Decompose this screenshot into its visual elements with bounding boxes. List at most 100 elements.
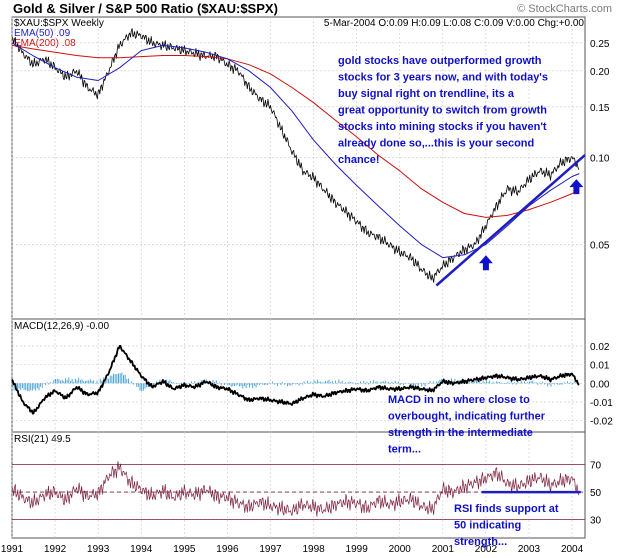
trendline [435,154,586,287]
macd-histogram-bar [118,373,119,384]
macd-histogram-bar [217,383,219,384]
macd-histogram-bar [328,379,330,384]
macd-histogram-bar [495,381,497,384]
macd-histogram-bar [192,383,194,384]
macd-histogram-bar [353,382,355,384]
macd-histogram-bar [227,383,229,386]
macd-histogram-bar [121,372,123,384]
macd-histogram-bar [482,380,484,384]
macd-histogram-bar [462,381,464,384]
macd-histogram-bar [540,383,542,385]
macd-histogram-bar [364,383,366,385]
macd-histogram-bar [154,383,156,386]
macd-histogram-bar [30,383,32,391]
ema50-line [11,42,580,259]
macd-histogram-bar [520,380,522,384]
macd-histogram-bar [543,383,545,385]
macd-histogram-bar [94,383,96,384]
macd-histogram-bar [538,382,540,384]
price-symbol-label: $XAU:$SPX Weekly [14,18,104,29]
macd-histogram-bar [287,383,288,387]
macd-histogram-bar [489,380,491,384]
macd-histogram-bar [517,381,519,384]
macd-histogram-bar [181,382,182,384]
macd-histogram-bar [570,382,572,384]
macd-histogram-bar [515,383,517,385]
macd-histogram-bar [225,382,227,384]
macd-histogram-bar [260,383,262,384]
macd-histogram-bar [379,382,381,384]
macd-histogram-bar [46,382,48,384]
macd-histogram-bar [93,380,95,384]
macd-histogram-bar [452,380,454,384]
macd-histogram-bar [109,375,111,384]
macd-histogram-bar [338,379,340,384]
macd-histogram-bar [247,383,249,385]
macd-histogram-bar [490,383,492,384]
macd-histogram-bar [310,381,312,384]
macd-histogram-bar [169,379,171,384]
macd-histogram-bar [20,383,22,390]
macd-histogram-bar [53,379,55,384]
macd-histogram-bar [35,383,37,391]
macd-histogram-bar [359,381,361,384]
macd-histogram-bar [55,378,56,384]
macd-histogram-bar [270,383,272,384]
macd-histogram-bar [199,382,201,384]
macd-histogram-bar [303,381,305,384]
macd-histogram-bar [127,378,129,384]
macd-histogram-bar [235,383,237,386]
macd-histogram-bar [530,381,532,384]
macd-histogram-bar [139,383,141,391]
macd-histogram-bar [36,383,38,389]
macd-histogram-bar [391,382,393,384]
macd-histogram-bar [290,383,292,386]
macd-histogram-bar [348,381,350,384]
macd-histogram-bar [454,378,456,384]
macd-histogram-bar [371,382,373,384]
macd-histogram-bar [275,383,277,384]
macd-histogram-bar [351,382,353,384]
x-tick-label: 1993 [87,544,110,555]
macd-histogram-bar [548,383,550,385]
macd-histogram-bar [396,383,398,384]
macd-histogram-bar [212,379,214,384]
annotation-line: 50 indicating [454,520,521,532]
macd-histogram-bar [553,383,555,385]
macd-histogram-bar [262,383,264,385]
annotation-line: strength... [454,536,507,548]
macd-label: MACD(12,26,9) -0.00 [14,321,109,332]
macd-histogram-bar [408,382,409,384]
macd-histogram-bar [384,380,386,384]
macd-histogram-bar [409,383,411,385]
price-y-tick-label: 0.10 [590,154,610,165]
macd-histogram-bar [300,383,302,384]
macd-histogram-bar [147,383,149,388]
x-tick-label: 1998 [302,544,325,555]
watermark: © StockCharts.com [517,3,612,15]
x-tick-label: 2004 [561,544,584,555]
macd-histogram-bar [187,383,189,384]
macd-histogram-bar [547,383,549,387]
macd-histogram-bar [552,383,554,384]
macd-histogram-bar [368,383,370,385]
macd-histogram-bar [376,381,378,384]
macd-histogram-bar [366,381,368,384]
macd-histogram-bar [134,382,136,384]
macd-histogram-bar [535,382,537,384]
macd-histogram-bar [273,383,275,385]
macd-histogram-bar [383,381,385,384]
macd-histogram-bar [545,382,547,384]
macd-histogram-bar [562,383,564,385]
macd-histogram-bar [71,378,73,384]
macd-histogram-bar [563,382,565,384]
macd-histogram-bar [340,382,341,384]
ema50-legend: EMA(50) .09 [14,28,71,39]
macd-histogram-bar [177,383,179,384]
macd-histogram-bar [350,382,351,384]
annotation-line: great opportunity to switch from growth [338,105,547,117]
macd-histogram-bar [79,380,81,384]
macd-histogram-bar [38,383,40,391]
price-annotation: gold stocks have outperformed growth stoc… [338,55,548,166]
